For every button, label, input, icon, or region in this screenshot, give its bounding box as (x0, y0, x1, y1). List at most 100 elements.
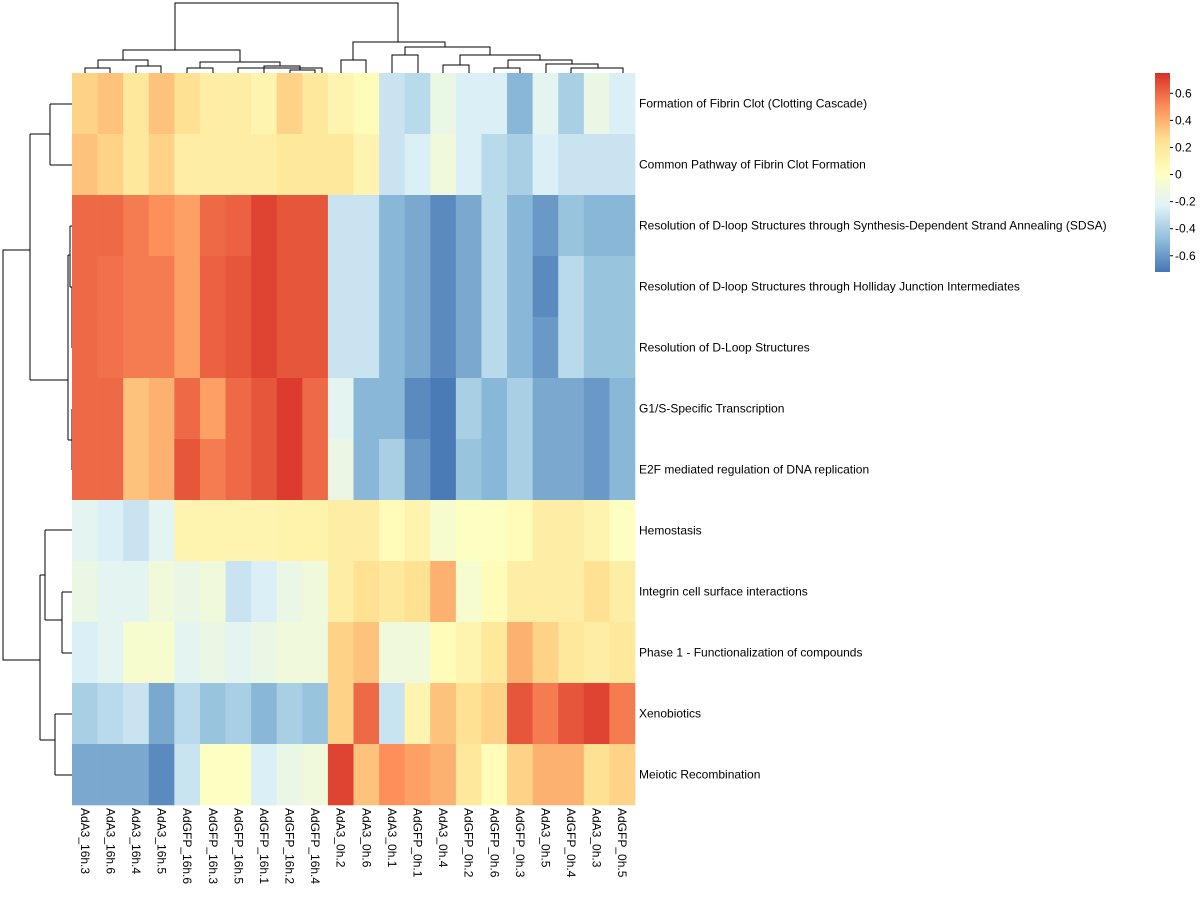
heatmap-cell (532, 439, 559, 501)
heatmap-cell (430, 378, 457, 440)
heatmap-cell (558, 73, 585, 135)
heatmap-cell (148, 378, 175, 440)
heatmap-cell (583, 256, 610, 318)
row-label: Formation of Fibrin Clot (Clotting Casca… (639, 97, 867, 111)
heatmap-cell (276, 744, 303, 806)
heatmap-cell (302, 622, 329, 684)
heatmap-cell (327, 256, 354, 318)
heatmap-cell (148, 317, 175, 379)
heatmap-cell (302, 256, 329, 318)
heatmap-cell (327, 500, 354, 562)
heatmap-cell (72, 195, 98, 257)
heatmap-cell (583, 561, 610, 623)
heatmap-cell (558, 134, 585, 196)
row-label: Phase 1 - Functionalization of compounds (639, 646, 862, 660)
heatmap-cell (199, 622, 226, 684)
heatmap-cell (353, 744, 380, 806)
heatmap-cell (507, 256, 533, 318)
heatmap-cell (199, 134, 226, 196)
heatmap-cell (558, 683, 585, 745)
heatmap-cell (430, 622, 457, 684)
heatmap-cell (276, 134, 303, 196)
heatmap-cell (302, 73, 329, 135)
heatmap-cell (148, 561, 175, 623)
heatmap-cell (583, 134, 610, 196)
heatmap-cell (174, 500, 201, 562)
heatmap-cell (148, 73, 175, 135)
column-dendrogram (84, 2, 624, 73)
heatmap-cell (532, 500, 559, 562)
heatmap-cell (558, 256, 585, 318)
heatmap-cell (302, 378, 329, 440)
heatmap-cell (353, 378, 380, 440)
heatmap-cell (404, 744, 431, 806)
heatmap-cell (225, 500, 252, 562)
heatmap-cell (199, 378, 226, 440)
heatmap-cell (353, 317, 380, 379)
column-label: AdA3_16h.3 (78, 808, 92, 874)
heatmap-cell (251, 195, 278, 257)
heatmap-cell (583, 73, 610, 135)
colorbar-tick-label: 0.6 (1175, 86, 1192, 100)
heatmap-cell (532, 744, 559, 806)
heatmap-cell (225, 317, 252, 379)
heatmap-cell (327, 73, 354, 135)
heatmap-cell (609, 622, 636, 684)
heatmap-cell (353, 683, 380, 745)
heatmap-cell (123, 622, 150, 684)
heatmap-cell (148, 134, 175, 196)
heatmap-cell (353, 73, 380, 135)
heatmap-cell (404, 134, 431, 196)
heatmap-cell (123, 195, 150, 257)
heatmap-cell (72, 561, 98, 623)
heatmap-cell (481, 561, 508, 623)
heatmap-cell (148, 622, 175, 684)
heatmap-cell (532, 73, 559, 135)
heatmap-cell (251, 744, 278, 806)
heatmap-cell (353, 500, 380, 562)
heatmap-cell (251, 622, 278, 684)
heatmap-cell (123, 73, 150, 135)
heatmap-cell (97, 378, 124, 440)
heatmap-cell (609, 256, 636, 318)
heatmap-cell (507, 500, 533, 562)
heatmap-cell (276, 256, 303, 318)
heatmap-cell (72, 683, 98, 745)
heatmap-cell (481, 439, 508, 501)
heatmap-cell (327, 195, 354, 257)
heatmap-cell (174, 622, 201, 684)
heatmap-cell (404, 256, 431, 318)
row-label: E2F mediated regulation of DNA replicati… (639, 463, 869, 477)
heatmap-cell (302, 744, 329, 806)
heatmap-cell (430, 195, 457, 257)
heatmap-cell (532, 256, 559, 318)
row-label: Integrin cell surface interactions (639, 585, 808, 599)
heatmap-cell (455, 622, 482, 684)
column-label: AdGFP_16h.5 (231, 808, 245, 884)
heatmap-cell (430, 683, 457, 745)
heatmap-cell (72, 378, 98, 440)
heatmap-cell (481, 256, 508, 318)
colorbar-tick-label: -0.2 (1175, 195, 1196, 209)
heatmap-cell (430, 744, 457, 806)
heatmap-cell (379, 73, 405, 135)
heatmap-cell (353, 561, 380, 623)
heatmap-cell (609, 195, 636, 257)
heatmap-cell (609, 439, 636, 501)
heatmap-cell (481, 378, 508, 440)
heatmap-cell (481, 134, 508, 196)
column-label: AdGFP_16h.6 (180, 808, 194, 884)
heatmap-cell (609, 500, 636, 562)
heatmap-cell (302, 317, 329, 379)
heatmap-cell (507, 683, 533, 745)
heatmap-cell (481, 622, 508, 684)
column-label: AdGFP_0h.3 (513, 808, 527, 878)
row-label: Resolution of D-loop Structures through … (639, 280, 1020, 294)
heatmap-cell (455, 256, 482, 318)
heatmap-cell (251, 73, 278, 135)
heatmap-cell (455, 73, 482, 135)
heatmap-cell (97, 683, 124, 745)
heatmap-cell (225, 195, 252, 257)
column-label: AdGFP_16h.4 (308, 808, 322, 884)
